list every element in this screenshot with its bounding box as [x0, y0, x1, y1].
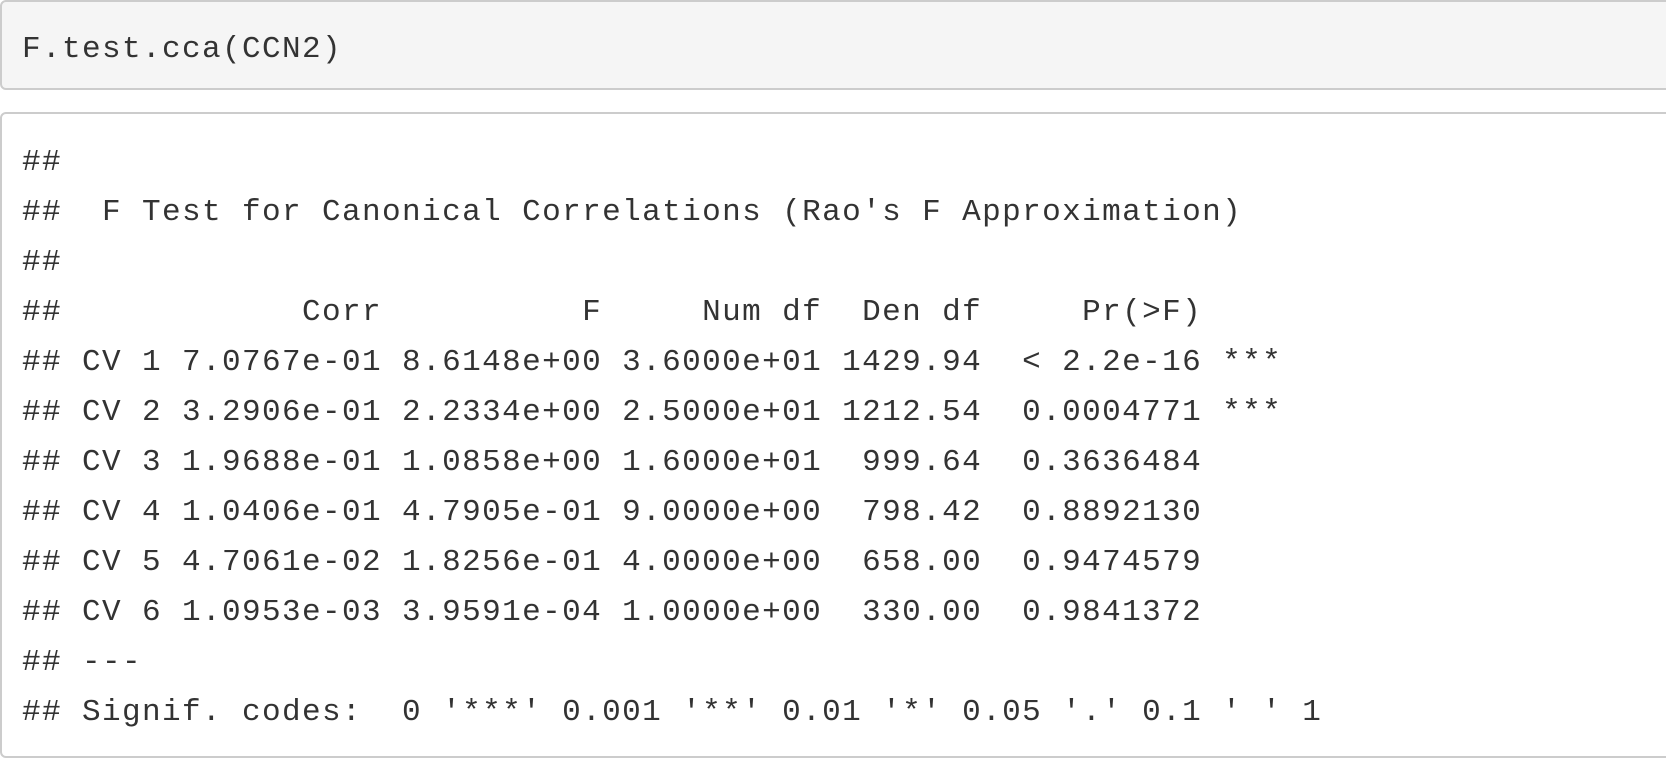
source-code: F.test.cca(CCN2)	[22, 32, 343, 67]
output-row-cv4: ## CV 4 1.0406e-01 4.7905e-01 9.0000e+00…	[22, 495, 1283, 530]
output-block: ## ## F Test for Canonical Correlations (…	[0, 112, 1666, 758]
output-title-line: ## F Test for Canonical Correlations (Ra…	[22, 195, 1243, 230]
source-code-block: F.test.cca(CCN2)	[0, 0, 1666, 90]
output-row-cv2: ## CV 2 3.2906e-01 2.2334e+00 2.5000e+01…	[22, 395, 1283, 430]
output-line: ##	[22, 245, 63, 280]
output-row-cv6: ## CV 6 1.0953e-03 3.9591e-04 1.0000e+00…	[22, 595, 1283, 630]
output-signif-codes-line: ## Signif. codes: 0 '***' 0.001 '**' 0.0…	[22, 695, 1323, 730]
output-row-cv3: ## CV 3 1.9688e-01 1.0858e+00 1.6000e+01…	[22, 445, 1283, 480]
output-row-cv5: ## CV 5 4.7061e-02 1.8256e-01 4.0000e+00…	[22, 545, 1283, 580]
output-separator-line: ## ---	[22, 645, 143, 680]
output-line: ##	[22, 145, 63, 180]
output-header-line: ## Corr F Num df Den df Pr(>F)	[22, 295, 1283, 330]
output-row-cv1: ## CV 1 7.0767e-01 8.6148e+00 3.6000e+01…	[22, 345, 1283, 380]
